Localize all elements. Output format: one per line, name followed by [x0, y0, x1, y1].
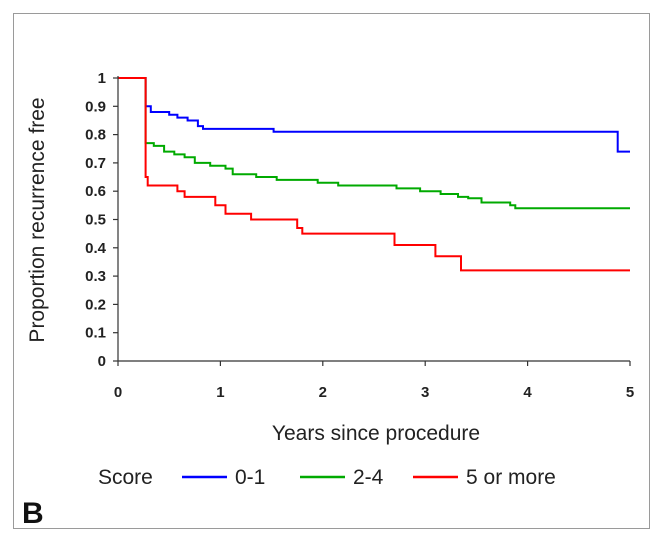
series-line-1 [118, 77, 630, 153]
y-tick-label: 0.7 [85, 155, 106, 172]
axes-layer: 0 0.1 0.2 0.3 0.4 0.5 0.6 0.7 0.8 0.9 1 0 1 2 3 4 5 [85, 70, 634, 401]
y-tick-label: 0.1 [85, 325, 106, 342]
x-tick-label: 2 [319, 384, 327, 401]
series-layer [118, 77, 630, 272]
y-tick-label: 0.5 [85, 212, 106, 229]
legend-label-2: 2-4 [353, 466, 384, 489]
legend-label-3: 5 or more [466, 466, 556, 489]
y-tick-label: 0.8 [85, 127, 106, 144]
legend: Score 0-1 2-4 5 or more [98, 466, 556, 489]
x-tick-label: 5 [626, 384, 634, 401]
legend-label-1: 0-1 [235, 466, 265, 489]
x-axis-title: Years since procedure [272, 422, 480, 445]
series-line-3 [118, 77, 630, 272]
x-tick-label: 3 [421, 384, 429, 401]
y-tick-label: 0.6 [85, 183, 106, 200]
panel-label: B [22, 497, 44, 530]
x-tick-label: 4 [523, 384, 532, 401]
y-tick-label: 0.4 [85, 240, 107, 257]
series-line-2 [118, 77, 630, 210]
y-axis-title: Proportion recurrence free [26, 97, 49, 342]
y-tick-label: 1 [98, 70, 106, 87]
y-tick-label: 0.9 [85, 98, 106, 115]
y-tick-label: 0.2 [85, 296, 106, 313]
x-tick-label: 1 [216, 384, 224, 401]
x-tick-label: 0 [114, 384, 122, 401]
legend-title: Score [98, 466, 153, 489]
y-tick-label: 0 [98, 353, 106, 370]
y-tick-label: 0.3 [85, 268, 106, 285]
